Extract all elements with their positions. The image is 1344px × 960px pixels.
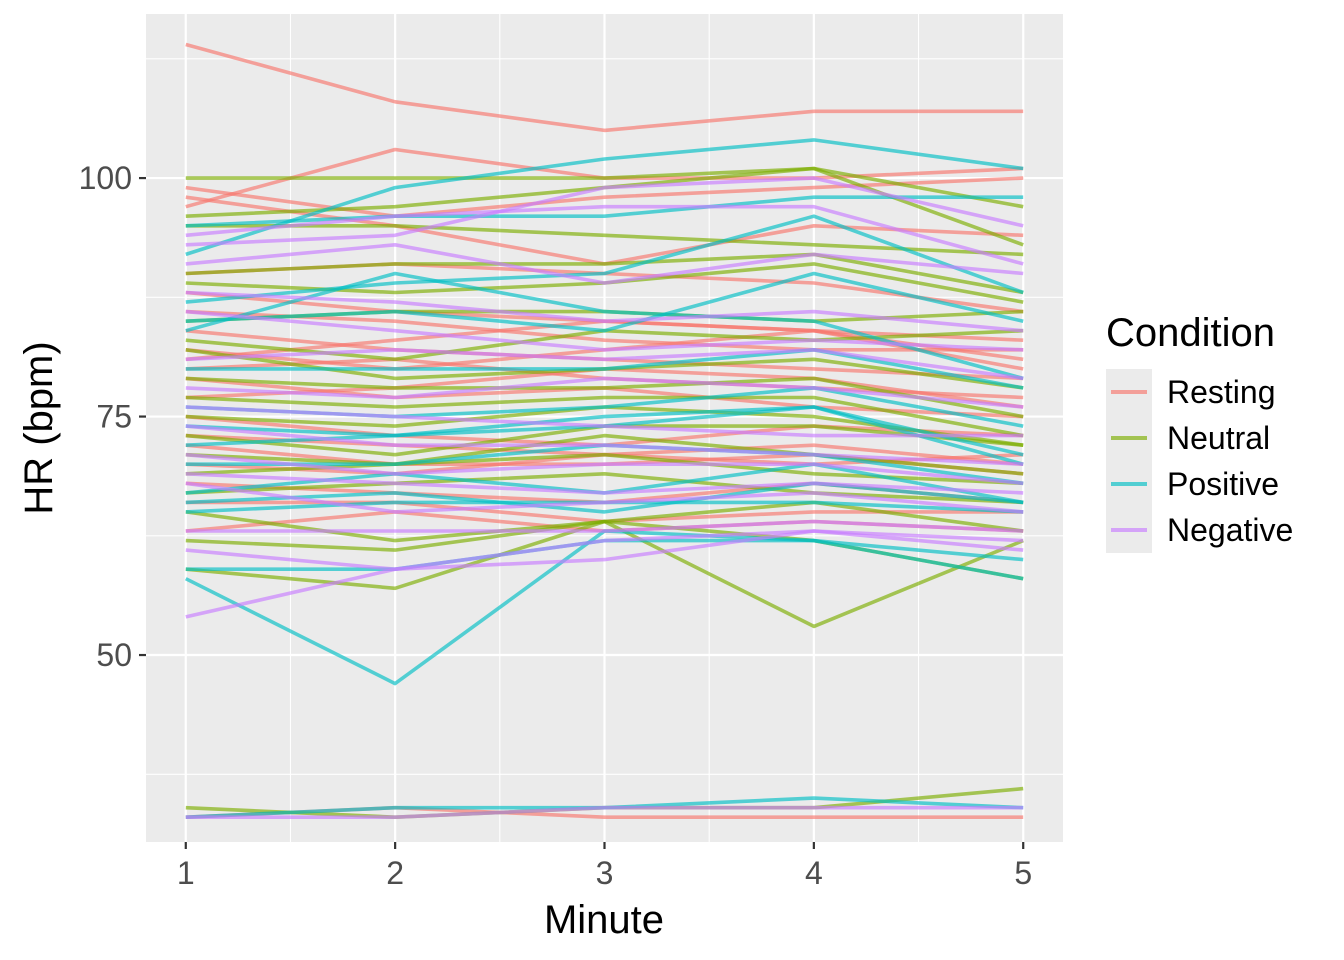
series-line-positive — [185, 138, 1024, 257]
series-line-resting — [185, 42, 1024, 133]
series-line-neutral — [185, 166, 1024, 209]
legend-label-negative: Negative — [1167, 512, 1293, 548]
series-line-negative — [185, 481, 1024, 514]
legend-title: Condition — [1106, 311, 1275, 355]
x-tick-label: 2 — [386, 855, 404, 891]
series-line-neutral — [185, 376, 1024, 419]
x-tick-label: 4 — [805, 855, 823, 891]
y-tick-label: 50 — [96, 637, 132, 673]
series-line-neutral — [185, 395, 1024, 438]
x-tick-label: 1 — [177, 855, 195, 891]
x-tick-label: 3 — [596, 855, 614, 891]
series-line-negative — [185, 472, 1024, 495]
legend-label-positive: Positive — [1167, 466, 1279, 502]
series-line-negative — [185, 452, 1024, 486]
y-tick-label: 75 — [96, 399, 132, 435]
series-line-negative — [185, 529, 1024, 572]
y-tick-label: 100 — [79, 160, 132, 196]
series-line-negative — [185, 519, 1024, 533]
legend-label-resting: Resting — [1167, 374, 1276, 410]
series-line-neutral — [185, 471, 1024, 505]
series-line-neutral — [185, 224, 1024, 257]
series-line-negative — [185, 243, 1024, 285]
series-line-negative — [185, 529, 1024, 619]
series-line-negative — [185, 424, 1024, 466]
series-line-resting — [185, 176, 1024, 218]
series-line-neutral — [185, 252, 1024, 295]
series-line-positive — [185, 347, 1024, 390]
legend: Condition Resting Neutral Positive Negative — [1106, 311, 1293, 553]
series-line-resting — [185, 309, 1024, 352]
series-line-negative — [185, 309, 1024, 352]
x-axis-title: Minute — [544, 898, 664, 942]
y-axis-title: HR (bpm) — [17, 341, 61, 514]
x-tick-label: 5 — [1014, 855, 1032, 891]
series-line-negative — [185, 176, 1024, 247]
series-line-negative — [185, 204, 1024, 266]
series-line-neutral — [185, 433, 1024, 476]
x-axis-ticks: 1 2 3 4 5 — [177, 842, 1032, 891]
series-lines — [184, 42, 1024, 820]
legend-label-neutral: Neutral — [1167, 420, 1270, 456]
series-line-positive — [185, 271, 1024, 381]
series-line-positive — [185, 405, 1024, 457]
series-line-neutral — [185, 519, 1024, 629]
series-line-negative — [185, 347, 1024, 381]
series-line-negative — [185, 805, 1024, 820]
series-line-positive — [185, 271, 1024, 333]
y-axis-ticks: 50 75 100 — [79, 160, 146, 673]
series-line-positive — [185, 214, 1024, 304]
series-line-negative — [185, 405, 1024, 438]
series-line-positive — [185, 481, 1024, 514]
series-line-negative — [185, 290, 1024, 333]
legend-keys: Resting Neutral Positive Negative — [1106, 369, 1293, 553]
series-line-negative — [185, 376, 1024, 409]
series-line-positive — [185, 195, 1024, 228]
